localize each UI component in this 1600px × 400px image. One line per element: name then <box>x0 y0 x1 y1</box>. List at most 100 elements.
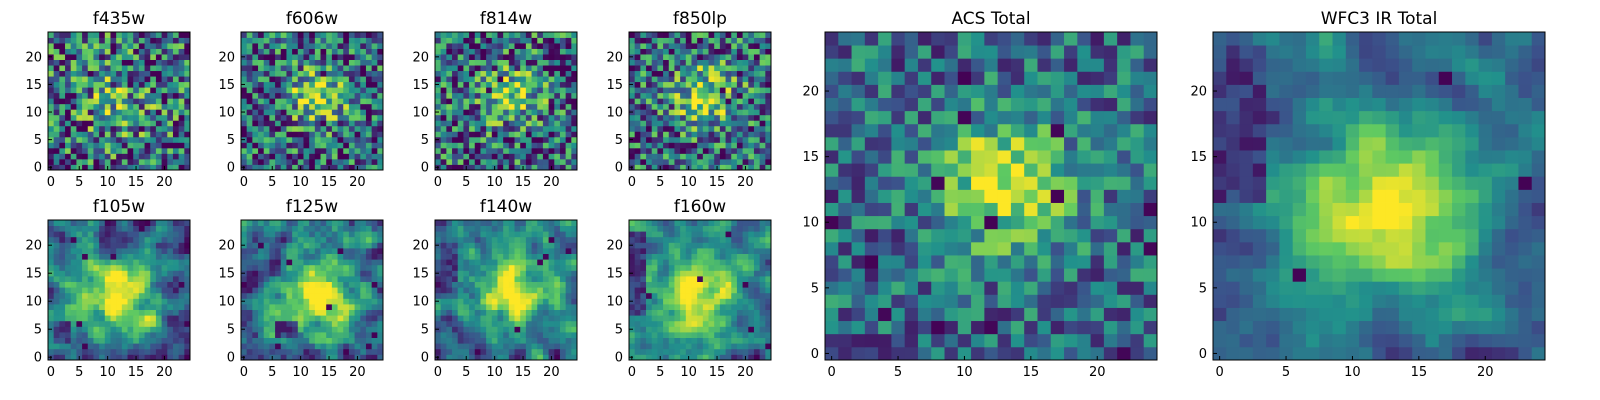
heatmap-cell <box>640 281 647 288</box>
heatmap-cell <box>565 315 572 322</box>
heatmap-cell <box>731 158 738 165</box>
heatmap-cell <box>326 48 333 55</box>
heatmap-cell <box>252 109 259 116</box>
heatmap-cell <box>87 147 94 154</box>
heatmap-cell <box>554 236 561 243</box>
heatmap-cell <box>348 270 355 277</box>
heatmap-cell <box>360 343 367 350</box>
heatmap-cell <box>65 242 72 249</box>
heatmap-cell <box>520 43 527 49</box>
heatmap-cell <box>161 59 168 66</box>
heatmap-cell <box>241 253 248 260</box>
heatmap-cell <box>82 270 89 277</box>
heatmap-cell <box>765 114 772 121</box>
heatmap-cell <box>178 142 185 149</box>
heatmap-cell <box>702 315 709 322</box>
heatmap-cell <box>258 103 265 110</box>
heatmap-cell <box>691 43 698 49</box>
heatmap-cell <box>167 326 174 333</box>
heatmap-cell <box>452 326 459 333</box>
heatmap-cell <box>280 32 287 38</box>
heatmap-cell <box>116 153 123 160</box>
heatmap-cell <box>708 309 715 316</box>
heatmap-cell <box>497 103 504 110</box>
heatmap-cell <box>446 298 453 305</box>
heatmap-cell <box>452 65 459 72</box>
heatmap-cell <box>87 131 94 138</box>
heatmap-cell <box>292 37 299 44</box>
heatmap-cell <box>76 136 83 143</box>
heatmap-cell <box>360 242 367 249</box>
panel-title: f140w <box>480 197 532 217</box>
heatmap-cell <box>59 81 66 88</box>
heatmap-cell <box>474 54 481 60</box>
heatmap-cell <box>663 114 670 121</box>
heatmap-cell <box>104 136 111 143</box>
heatmap-cell <box>82 153 89 160</box>
heatmap-cell <box>474 48 481 55</box>
heatmap-cell <box>753 87 761 94</box>
heatmap-cell <box>559 304 567 310</box>
heatmap-cell <box>452 354 459 361</box>
heatmap-cell <box>93 264 100 271</box>
heatmap-cell <box>559 48 567 55</box>
heatmap-cell <box>525 70 532 77</box>
heatmap-cell <box>348 131 355 138</box>
heatmap-cell <box>497 298 504 305</box>
y-tick-label: 10 <box>412 295 429 310</box>
heatmap-cell <box>503 270 510 277</box>
heatmap-cell <box>759 147 766 154</box>
heatmap-cell <box>446 315 453 322</box>
heatmap-cell <box>725 65 732 72</box>
heatmap-cell <box>508 125 515 132</box>
heatmap-cell <box>463 76 470 83</box>
heatmap-cell <box>674 354 681 361</box>
heatmap-cell <box>725 164 732 171</box>
heatmap-cell <box>275 103 282 110</box>
heatmap-cell <box>486 281 493 288</box>
heatmap-cell <box>314 276 321 282</box>
heatmap-cell <box>759 298 766 305</box>
heatmap-cell <box>708 131 715 138</box>
heatmap-cell <box>565 37 572 44</box>
heatmap-cell <box>172 81 180 88</box>
heatmap-cell <box>76 103 83 110</box>
heatmap-cell <box>674 287 681 294</box>
heatmap-cell <box>167 220 174 226</box>
heatmap-cell <box>99 309 106 316</box>
heatmap-cell <box>144 248 151 254</box>
heatmap-cell <box>629 332 636 338</box>
heatmap-cell <box>286 354 293 361</box>
heatmap-cell <box>446 136 453 143</box>
heatmap-cell <box>486 87 493 94</box>
heatmap-cell <box>348 292 355 299</box>
heatmap-cell <box>474 348 481 355</box>
heatmap-cell <box>463 142 470 149</box>
heatmap-cell <box>634 43 641 49</box>
heatmap-cell <box>371 48 378 55</box>
heatmap-cell <box>559 354 567 361</box>
heatmap-cell <box>640 253 647 260</box>
heatmap-cell <box>348 225 355 232</box>
heatmap-cell <box>348 264 355 271</box>
heatmap-cell <box>70 315 77 322</box>
heatmap-cell <box>155 48 162 55</box>
heatmap-cell <box>503 164 510 171</box>
heatmap-cell <box>280 248 287 254</box>
heatmap-cell <box>742 304 749 310</box>
heatmap-cell <box>76 142 83 149</box>
heatmap-cell <box>331 242 338 249</box>
heatmap-cell <box>314 125 321 132</box>
heatmap-cell <box>286 270 293 277</box>
heatmap-cell <box>314 98 321 105</box>
heatmap-cell <box>297 292 304 299</box>
heatmap-cell <box>275 37 282 44</box>
heatmap-cell <box>503 54 510 60</box>
heatmap-cell <box>280 43 287 49</box>
heatmap-cell <box>172 309 180 316</box>
heatmap-cell <box>110 32 117 38</box>
y-tick-label: 0 <box>421 161 429 176</box>
heatmap-cell <box>104 231 111 238</box>
heatmap-cell <box>82 109 89 116</box>
heatmap-cell <box>520 158 527 165</box>
